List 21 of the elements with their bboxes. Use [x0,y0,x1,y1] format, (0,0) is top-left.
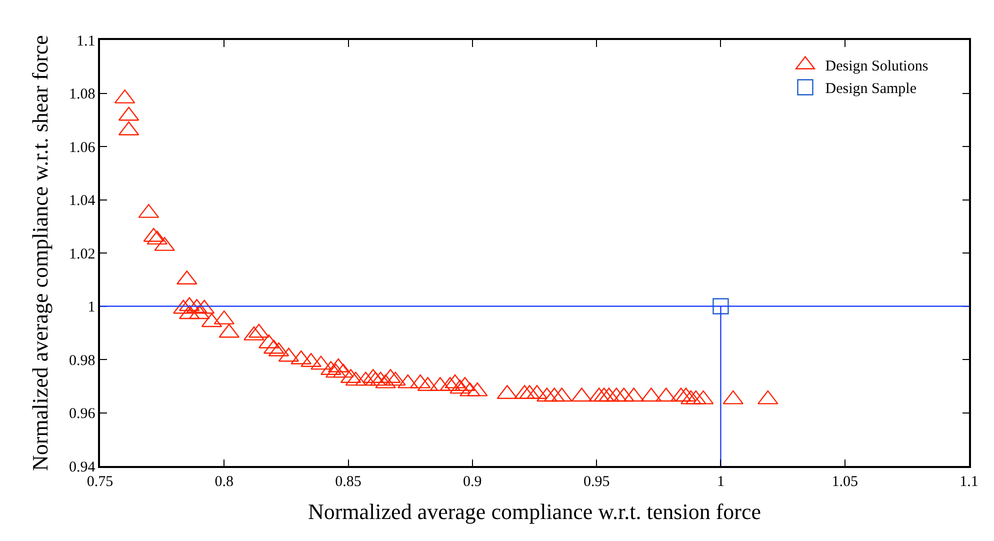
y-tick-label: 1.06 [69,140,96,156]
y-tick-label: 1.08 [69,86,96,102]
x-tick-label: 0.8 [214,474,234,490]
x-tick-label: 0.9 [463,474,482,490]
x-tick-label: 1.1 [960,474,978,490]
y-tick-label: 0.96 [69,406,96,422]
y-tick-label: 1.04 [69,193,96,209]
x-tick-label: 1 [716,474,724,490]
x-tick-label: 0.75 [86,474,114,490]
y-axis-title: Normalized average compliance w.r.t. shear force [27,35,52,471]
legend-label: Design Solutions [825,58,928,75]
y-tick-label: 0.98 [69,352,96,369]
y-tick-label: 1.1 [76,33,96,50]
x-tick-label: 0.95 [583,474,610,490]
y-tick-label: 0.94 [69,459,96,476]
y-tick-label: 1.02 [69,246,96,262]
x-tick-label: 1.05 [832,474,858,490]
x-tick-label: 0.85 [335,474,362,490]
y-tick-label: 1 [88,300,96,316]
x-axis-title: Normalized average compliance w.r.t. tension force [308,499,762,524]
legend-label: Design Sample [825,81,917,98]
